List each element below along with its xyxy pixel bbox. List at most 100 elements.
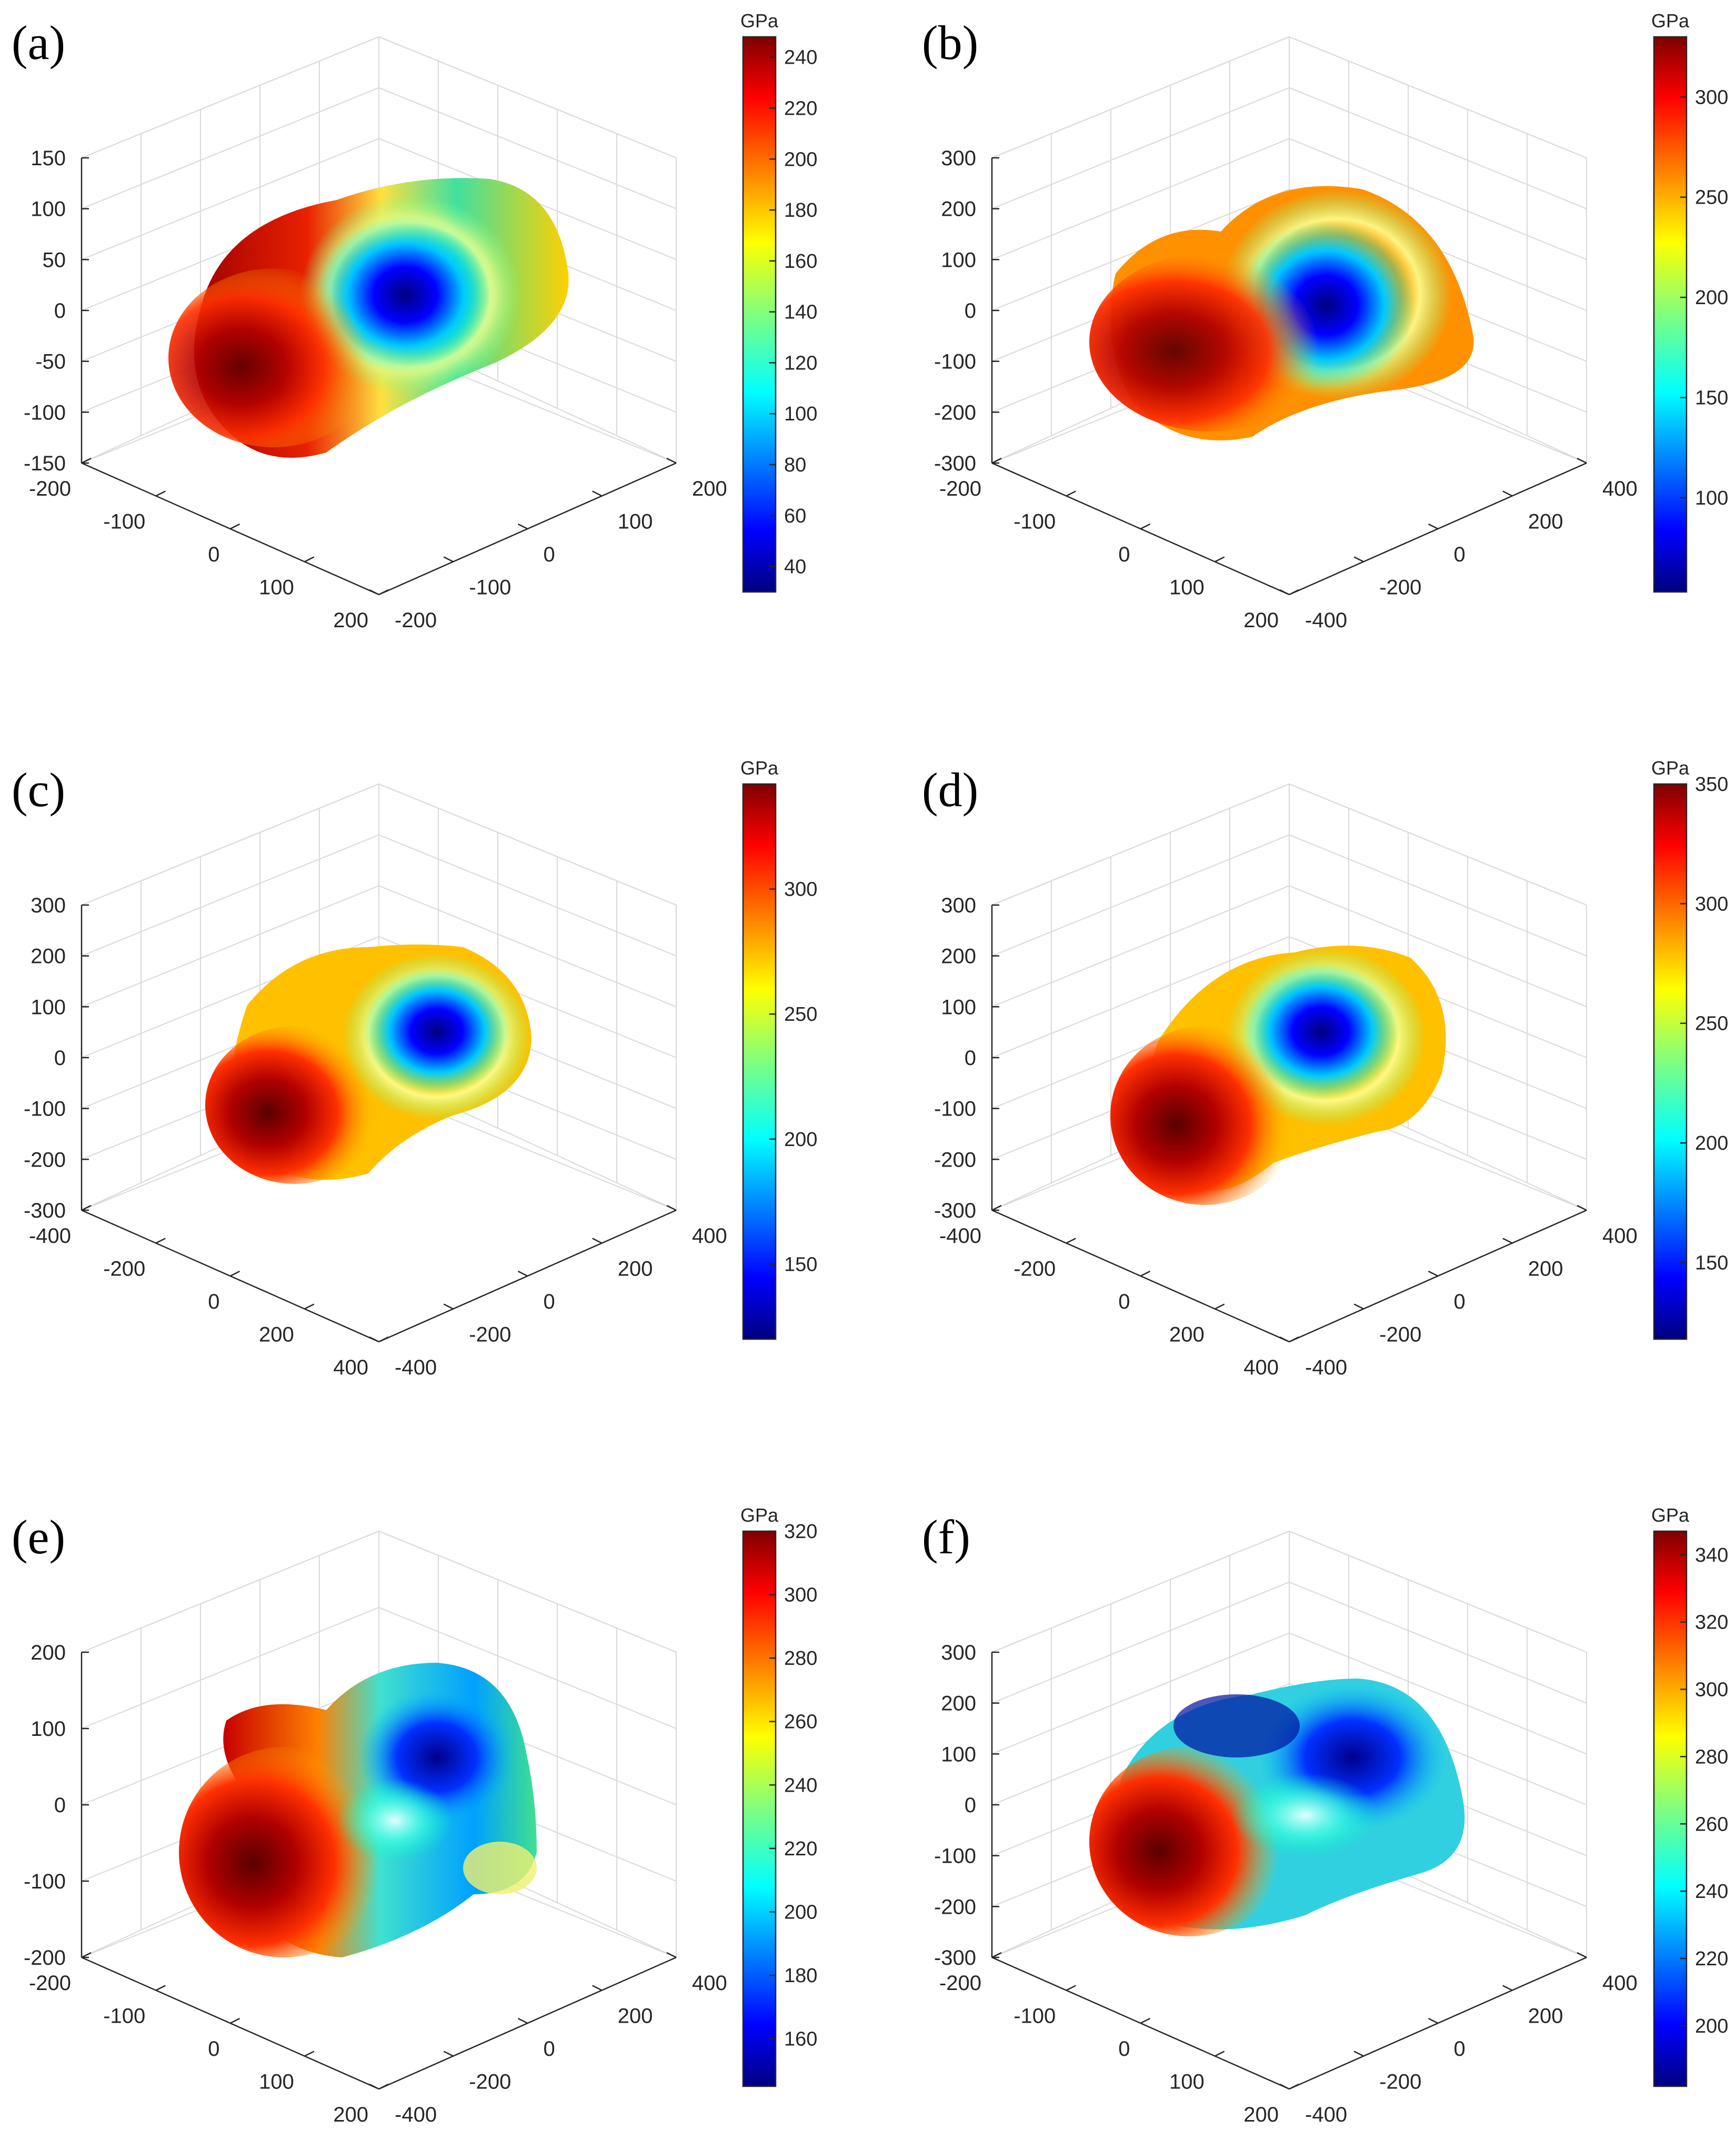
z-tick-label: 100	[31, 1717, 66, 1741]
y-tick-label: 200	[692, 477, 727, 500]
y-tick-label: 200	[618, 1258, 653, 1281]
z-tick-label: 200	[31, 945, 66, 968]
colorbar-tick-label: 300	[784, 1584, 817, 1606]
x-tick-label: -200	[103, 1258, 145, 1281]
x-tick-label: 400	[1243, 1356, 1279, 1379]
colorbar-tick-label: 300	[1695, 893, 1728, 915]
z-tick-label: 100	[941, 1743, 976, 1766]
z-tick-label: 0	[54, 1794, 66, 1817]
colorbar-tick-label: 200	[784, 1129, 817, 1151]
colorbar-tick-label: 300	[1695, 86, 1728, 108]
z-tick-label: -200	[934, 401, 976, 424]
colorbar-tick-label: 220	[784, 1838, 817, 1860]
panel-label: (a)	[12, 16, 65, 69]
colorbar-tick-label: 200	[784, 1901, 817, 1923]
colorbar-tick-label: 220	[1695, 1948, 1728, 1970]
colorbar-unit: GPa	[740, 757, 779, 779]
x-tick-label: 200	[1169, 1323, 1205, 1347]
colorbar-tick-label: 260	[1695, 1813, 1728, 1835]
z-tick-label: 150	[31, 147, 66, 170]
z-tick-label: 50	[43, 248, 66, 272]
panel-label: (c)	[12, 763, 65, 817]
colorbar-tick-label: 250	[1695, 1013, 1728, 1035]
y-tick-label: -200	[395, 609, 437, 632]
x-tick-label: -200	[939, 1972, 981, 1995]
z-tick-label: -200	[934, 1895, 976, 1918]
colorbar-tick-label: 180	[784, 199, 817, 222]
x-tick-label: 0	[208, 2037, 219, 2061]
youngs-modulus-surface	[168, 178, 569, 458]
colorbar: GPa 150 200 250 300 350	[1651, 757, 1728, 1340]
y-tick-label: 200	[618, 2005, 653, 2028]
x-tick-label: 100	[1169, 2071, 1205, 2094]
x-tick-label: 200	[333, 2103, 368, 2126]
x-tick-label: 200	[1243, 2103, 1279, 2126]
z-tick-label: 0	[965, 1794, 976, 1817]
panel-c: (c)3002001000-100-200-300-400-2000200400…	[12, 757, 817, 1379]
x-tick-label: -200	[29, 477, 71, 500]
colorbar-tick-label: 40	[784, 556, 806, 578]
colorbar-tick-label: 160	[784, 2028, 817, 2051]
y-tick-label: -200	[469, 2071, 511, 2094]
y-tick-label: 200	[1528, 510, 1563, 534]
y-tick-label: 400	[1602, 1224, 1638, 1248]
x-tick-label: -100	[1013, 510, 1056, 534]
panel-d: (d)3002001000-100-200-300-400-2000200400…	[922, 757, 1728, 1379]
panel-label: (e)	[12, 1510, 65, 1564]
z-tick-label: 200	[941, 945, 976, 968]
colorbar-tick-label: 60	[784, 505, 806, 527]
x-tick-label: 0	[208, 1290, 219, 1313]
colorbar-tick-label: 280	[784, 1647, 817, 1670]
y-tick-label: -100	[469, 576, 511, 599]
z-tick-label: -100	[24, 401, 66, 424]
z-tick-label: 100	[941, 248, 976, 272]
y-tick-label: 0	[544, 2037, 555, 2061]
y-tick-label: 100	[618, 510, 653, 534]
x-tick-label: 400	[333, 1356, 368, 1379]
z-tick-label: 200	[941, 198, 976, 221]
panel-label: (d)	[922, 763, 978, 817]
colorbar-unit: GPa	[740, 10, 779, 32]
x-tick-label: -200	[29, 1972, 71, 1995]
z-tick-label: -300	[934, 1199, 976, 1222]
y-tick-label: -400	[395, 2103, 437, 2126]
z-tick-label: 0	[54, 1047, 66, 1070]
panel-label: (b)	[922, 16, 978, 69]
y-tick-label: -400	[1305, 2103, 1347, 2126]
colorbar-unit: GPa	[1651, 10, 1690, 32]
colorbar-tick-label: 100	[784, 403, 817, 425]
y-tick-label: 0	[544, 1290, 555, 1313]
panel-b: (b)3002001000-100-200-300-200-1000100200…	[922, 10, 1728, 632]
y-tick-label: -400	[395, 1356, 437, 1379]
colorbar-tick-label: 200	[784, 148, 817, 170]
z-tick-label: -50	[35, 350, 66, 374]
colorbar-tick-label: 320	[1695, 1612, 1728, 1634]
z-tick-label: 100	[31, 198, 66, 221]
x-tick-label: 200	[333, 609, 368, 632]
colorbar-tick-label: 280	[1695, 1746, 1728, 1768]
youngs-modulus-surface	[205, 945, 531, 1184]
youngs-modulus-surface	[1089, 186, 1474, 440]
z-tick-label: 200	[941, 1692, 976, 1715]
x-tick-label: -400	[29, 1224, 71, 1248]
colorbar: GPa 100 150 200 250 300	[1651, 10, 1728, 593]
y-tick-label: 0	[1454, 2037, 1466, 2061]
youngs-modulus-surface	[179, 1663, 537, 1957]
y-tick-label: -200	[1379, 576, 1421, 599]
z-tick-label: -100	[24, 1870, 66, 1893]
x-tick-label: 0	[1118, 2037, 1130, 2061]
z-tick-label: -300	[24, 1199, 66, 1222]
colorbar: GPa 150 200 250 300	[740, 757, 817, 1340]
colorbar-tick-label: 150	[784, 1253, 817, 1275]
y-tick-label: -400	[1305, 1356, 1347, 1379]
x-tick-label: 0	[1118, 543, 1130, 566]
colorbar-tick-label: 250	[1695, 187, 1728, 209]
x-tick-label: -200	[939, 477, 981, 500]
colorbar-unit: GPa	[740, 1504, 779, 1526]
colorbar-tick-label: 240	[784, 47, 817, 69]
colorbar-tick-label: 180	[784, 1965, 817, 1987]
y-tick-label: -400	[1305, 609, 1347, 632]
x-tick-label: 0	[208, 543, 219, 566]
panel-f: (f)3002001000-100-200-300-200-1000100200…	[922, 1504, 1728, 2126]
